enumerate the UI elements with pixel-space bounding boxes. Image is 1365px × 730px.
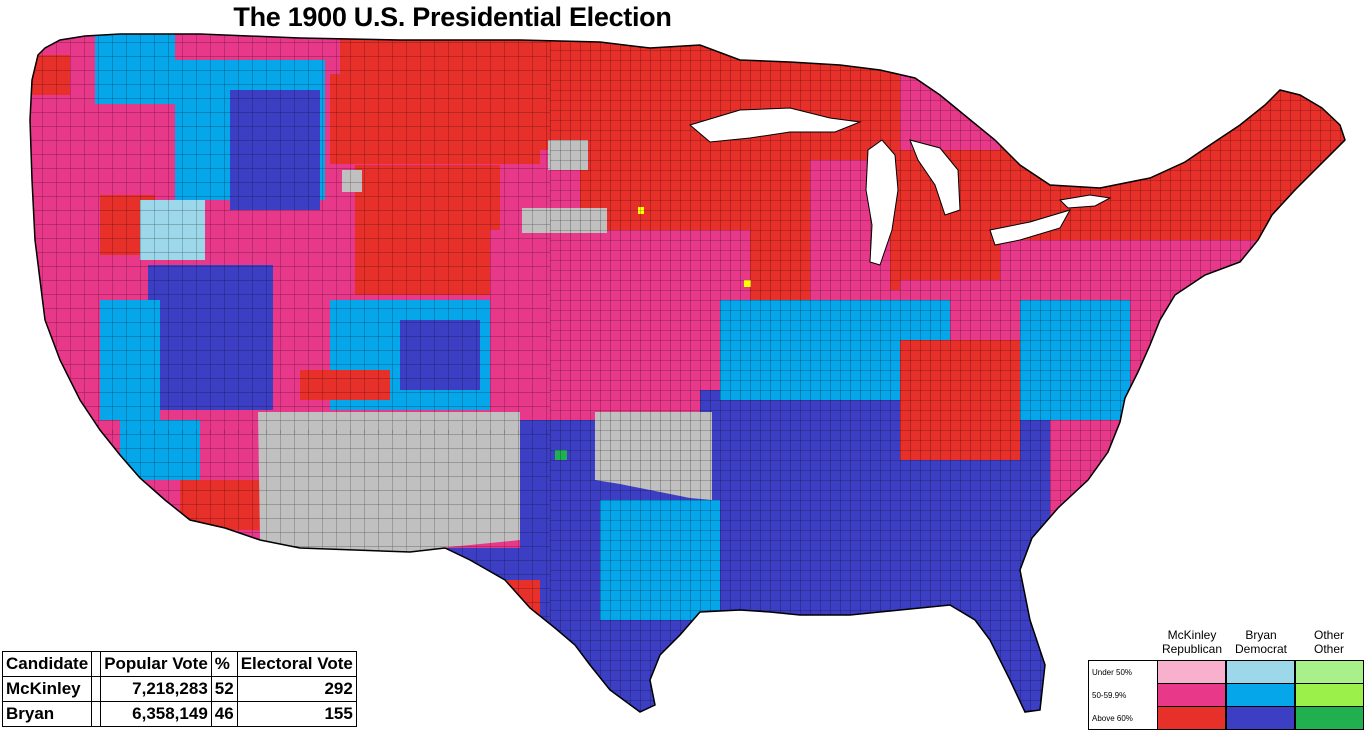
candidate-name: McKinley [1, 676, 93, 702]
candidate-name: Bryan [1, 701, 93, 727]
results-table: Candidate Popular Vote % Electoral Vote … [1, 651, 357, 727]
legend-swatch-rep-under50 [1157, 660, 1226, 684]
vote-percent: 52 [210, 676, 238, 702]
table-row: Bryan 6,358,149 46 155 [1, 701, 357, 727]
legend-swatch-oth-above60 [1295, 706, 1364, 730]
legend-row-above-60: Above 60% [1092, 714, 1133, 723]
legend-header-other: Other Other [1313, 628, 1344, 656]
vote-percent: 46 [210, 701, 238, 727]
electoral-vote: 155 [236, 701, 357, 727]
legend-swatch-rep-above60 [1157, 706, 1226, 730]
popular-vote: 7,218,283 [100, 676, 212, 702]
map-legend: McKinley Republican Bryan Democrat Other… [1088, 628, 1364, 730]
legend-row-under-50: Under 50% [1092, 668, 1133, 677]
popular-vote: 6,358,149 [100, 701, 212, 727]
table-row: McKinley 7,218,283 52 292 [1, 676, 357, 702]
electoral-vote: 292 [236, 676, 357, 702]
legend-swatch-oth-50-60 [1295, 683, 1364, 707]
results-header-row: Candidate Popular Vote % Electoral Vote [1, 651, 357, 677]
legend-swatch-oth-under50 [1295, 660, 1364, 684]
great-lakes [688, 107, 1112, 266]
map-title: The 1900 U.S. Presidential Election [233, 2, 672, 32]
header-percent: % [210, 651, 238, 677]
row-blank [91, 701, 102, 727]
header-blank [91, 651, 102, 677]
header-electoral-vote: Electoral Vote [236, 651, 357, 677]
header-popular-vote: Popular Vote [100, 651, 212, 677]
legend-row-50-60: 50-59.9% [1092, 691, 1127, 700]
row-blank [91, 676, 102, 702]
legend-swatch-dem-50-60 [1226, 683, 1295, 707]
legend-swatch-dem-under50 [1226, 660, 1295, 684]
legend-header-bryan: Bryan Democrat [1234, 628, 1287, 656]
legend-swatch-dem-above60 [1226, 706, 1295, 730]
legend-header-mckinley: McKinley Republican [1161, 628, 1223, 656]
header-candidate: Candidate [1, 651, 93, 677]
legend-swatch-rep-50-60 [1157, 683, 1226, 707]
